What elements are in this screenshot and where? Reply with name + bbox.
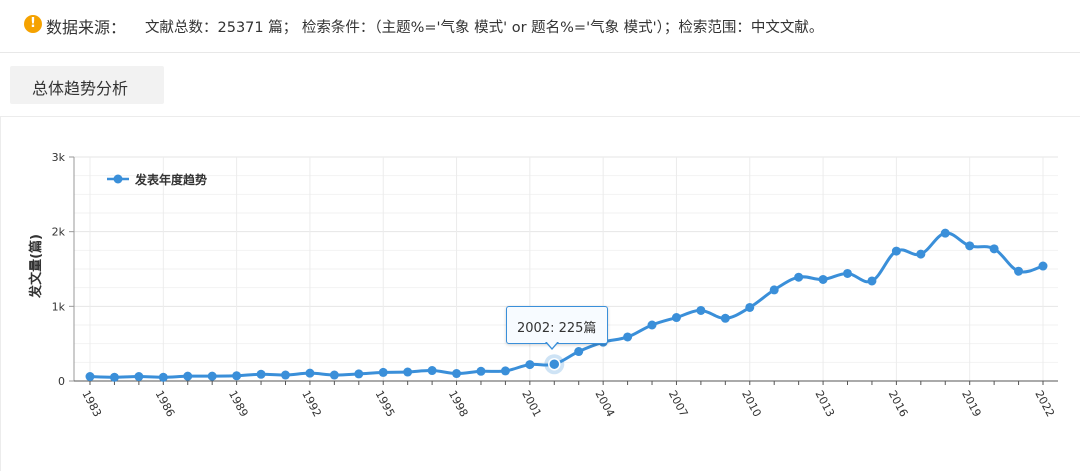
y-tick-label: 0	[58, 375, 65, 388]
data-point[interactable]	[940, 228, 950, 238]
x-tick-label: 2007	[666, 388, 691, 419]
data-point[interactable]	[525, 360, 535, 370]
data-point[interactable]	[232, 371, 242, 381]
data-point[interactable]	[85, 372, 95, 382]
x-tick-label: 1995	[373, 388, 398, 419]
x-tick-label: 2013	[812, 388, 837, 419]
data-point[interactable]	[476, 366, 486, 376]
data-point-highlighted[interactable]	[548, 357, 561, 371]
x-tick-label: 1989	[226, 388, 251, 419]
y-axis-label: 发文量(篇)	[28, 234, 44, 299]
data-source-label: 数据来源：	[46, 18, 127, 37]
data-point[interactable]	[916, 249, 926, 259]
x-tick-label: 2010	[739, 388, 764, 419]
data-point[interactable]	[818, 274, 828, 284]
data-point[interactable]	[843, 268, 853, 278]
data-point[interactable]	[158, 372, 168, 382]
x-tick-label: 2019	[959, 388, 984, 419]
series-points	[85, 228, 1048, 382]
data-point[interactable]	[183, 371, 193, 381]
trend-chart: 0 1k 2k 3k 1983 1986 1989 1992 1995 1998 2001 2004…	[28, 151, 1058, 419]
data-point[interactable]	[867, 276, 877, 286]
x-tick-label: 1998	[446, 388, 471, 419]
data-point[interactable]	[745, 302, 755, 312]
tab-overall-trend-label: 总体趋势分析	[32, 79, 129, 98]
legend-label: 发表年度趋势	[134, 172, 207, 187]
data-point[interactable]	[965, 241, 975, 251]
data-point[interactable]	[647, 320, 657, 330]
data-point[interactable]	[720, 313, 730, 323]
chart-axes	[73, 157, 1058, 382]
chart-legend[interactable]: 发表年度趋势	[107, 172, 207, 187]
data-point[interactable]	[427, 366, 437, 376]
data-point[interactable]	[378, 367, 388, 377]
data-point[interactable]	[1038, 261, 1048, 271]
data-point[interactable]	[769, 285, 779, 295]
legend-marker	[113, 174, 123, 184]
panel-border-left	[0, 116, 1, 471]
data-point[interactable]	[574, 347, 584, 357]
data-point[interactable]	[623, 332, 633, 342]
tab-overall-trend[interactable]: 总体趋势分析	[10, 66, 164, 104]
y-tick-label: 1k	[52, 300, 66, 313]
data-point[interactable]	[891, 246, 901, 256]
data-point[interactable]	[989, 244, 999, 254]
data-point[interactable]	[134, 372, 144, 382]
data-point[interactable]	[403, 367, 413, 377]
x-tick-label: 1986	[153, 388, 178, 419]
data-point[interactable]	[1014, 266, 1024, 276]
x-tick-label: 2022	[1032, 388, 1057, 419]
tooltip-arrow-fill	[546, 341, 558, 348]
warning-icon: !	[24, 15, 42, 33]
data-point[interactable]	[696, 305, 706, 315]
tooltip-text: 2002: 225篇	[517, 321, 597, 336]
x-tick-label: 2001	[519, 388, 544, 419]
data-source-text: 文献总数：25371 篇； 检索条件：（主题%='气象 模式' or 题名%='…	[145, 20, 824, 36]
data-point[interactable]	[354, 369, 364, 379]
x-axis-ticks: 1983 1986 1989 1992 1995 1998 2001 2004 2007 2010…	[79, 381, 1057, 419]
y-axis-ticks: 0 1k 2k 3k	[52, 151, 74, 388]
x-tick-label: 2016	[886, 388, 911, 419]
data-point[interactable]	[207, 371, 217, 381]
chart-grid	[74, 156, 1058, 382]
data-point[interactable]	[305, 368, 315, 378]
x-tick-label: 1983	[79, 388, 104, 419]
x-tick-label: 2004	[593, 388, 618, 419]
data-source-bar: ! 数据来源： 文献总数：25371 篇； 检索条件：（主题%='气象 模式' …	[0, 0, 1080, 53]
data-point[interactable]	[329, 370, 339, 380]
series-line	[88, 231, 1045, 379]
data-point[interactable]	[794, 272, 804, 282]
data-point[interactable]	[256, 369, 266, 379]
data-point[interactable]	[500, 366, 510, 376]
data-point[interactable]	[109, 372, 119, 382]
y-tick-label: 2k	[52, 226, 66, 239]
y-tick-label: 3k	[52, 151, 66, 164]
data-point[interactable]	[671, 313, 681, 323]
data-point[interactable]	[452, 369, 462, 379]
data-point[interactable]	[280, 370, 290, 380]
panel-border-top	[0, 116, 1080, 117]
x-tick-label: 1992	[299, 388, 324, 419]
data-tooltip: 2002: 225篇	[506, 306, 608, 344]
